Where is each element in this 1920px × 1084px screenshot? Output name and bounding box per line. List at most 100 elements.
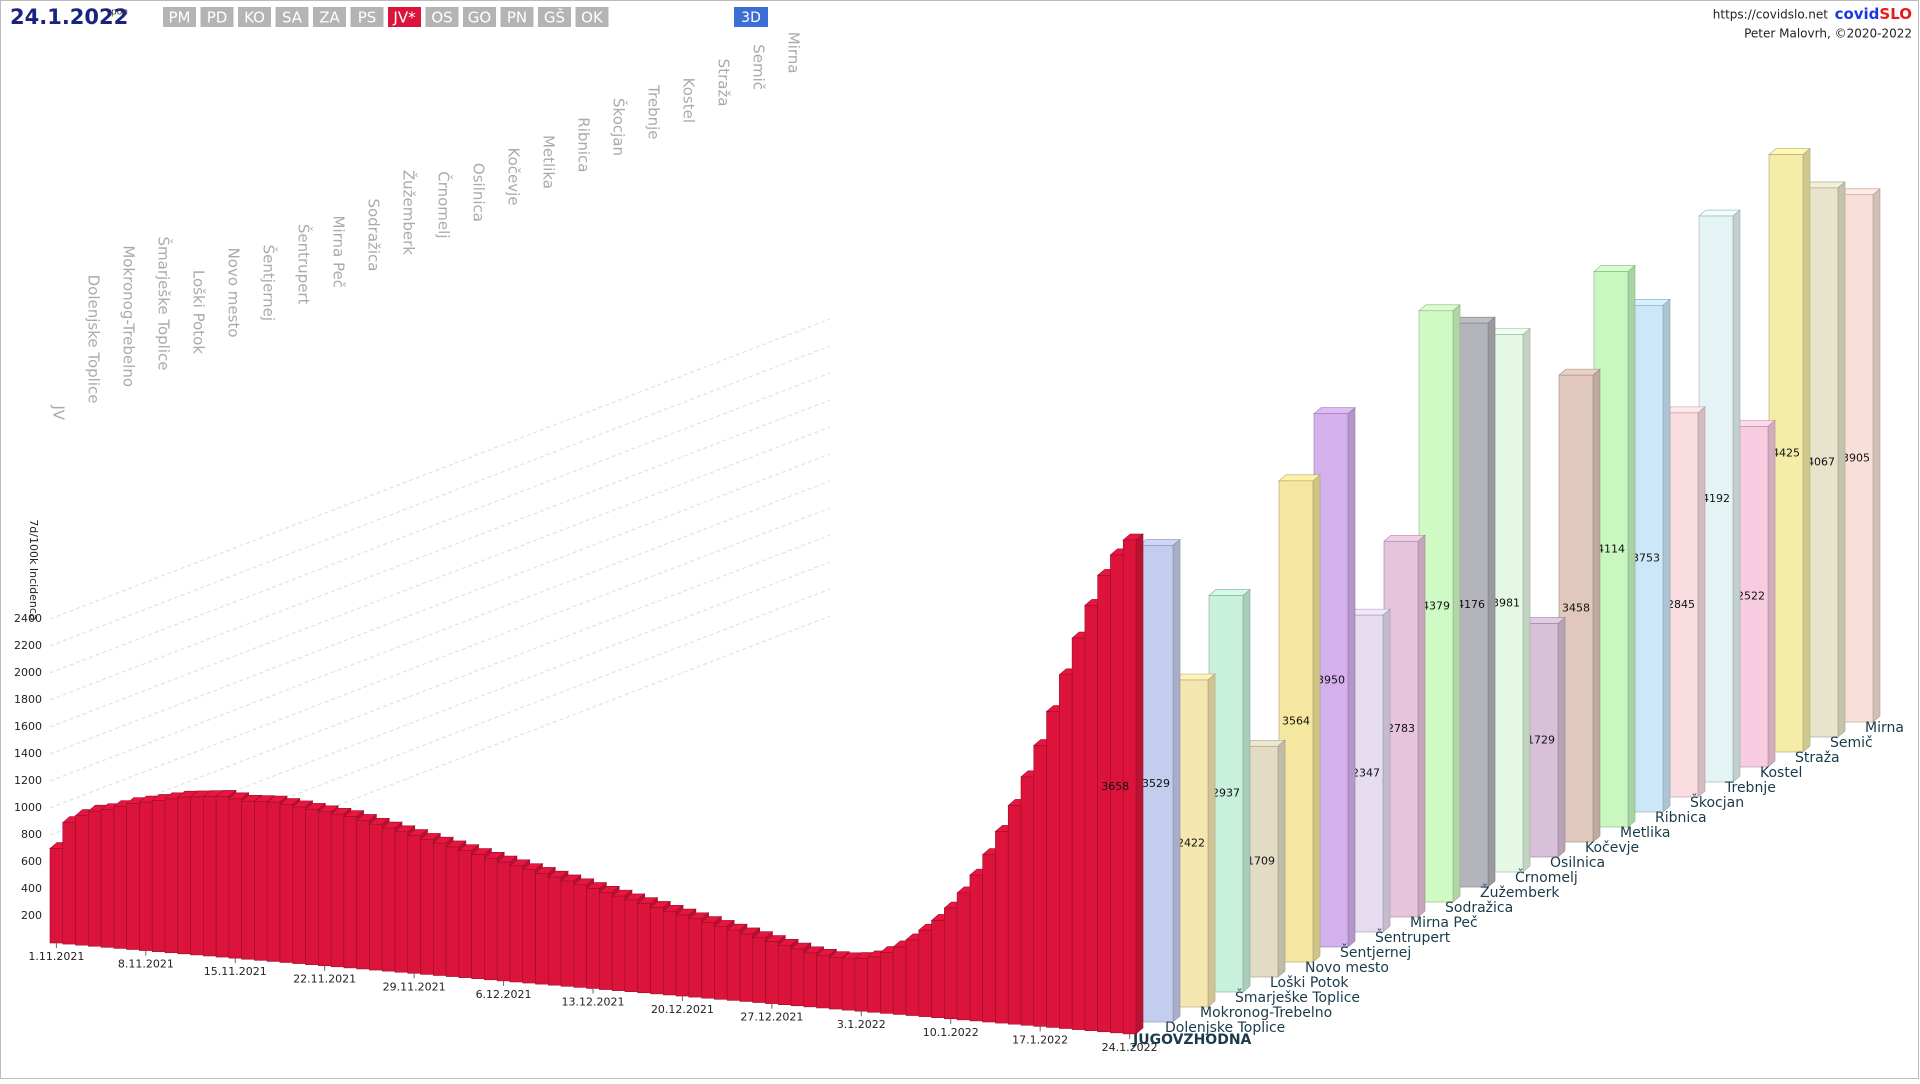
- bar: [841, 958, 856, 1011]
- tab[interactable]: [200, 7, 234, 27]
- bar: [381, 827, 396, 972]
- tab[interactable]: [538, 7, 571, 27]
- tab[interactable]: [350, 7, 384, 27]
- depth-label: Kostel: [1760, 765, 1802, 781]
- depth-label: Semič: [1830, 735, 1873, 751]
- tab-label[interactable]: KO: [244, 9, 265, 27]
- tab[interactable]: [500, 7, 534, 27]
- bar: [164, 798, 179, 954]
- bar: [739, 933, 754, 1002]
- tab[interactable]: [238, 7, 271, 27]
- row-top-label: Šentjernej: [260, 245, 279, 321]
- bar: [496, 861, 511, 982]
- date: 24.1.2022: [10, 5, 128, 29]
- bar: [854, 958, 868, 1012]
- bar: [1059, 674, 1073, 1029]
- depth-label: Dolenjske Toplice: [1165, 1020, 1285, 1036]
- bar: [203, 796, 217, 957]
- bar: [62, 822, 76, 945]
- row-top-label: Mokronog-Trebelno: [120, 245, 138, 387]
- grid-line: [49, 615, 831, 917]
- bar: [829, 957, 843, 1010]
- bar: [394, 831, 409, 973]
- bar: [892, 946, 907, 1015]
- bar: [113, 806, 127, 949]
- x-tick-label: 1.11.2021: [28, 950, 84, 963]
- bar: [547, 876, 562, 986]
- tab[interactable]: [275, 7, 309, 27]
- grid-line: [49, 318, 831, 620]
- row-top-label: Sodražica: [365, 198, 383, 271]
- value-label: 3753: [1632, 552, 1660, 565]
- bar: [49, 848, 64, 944]
- bar: [445, 846, 460, 977]
- bar: [880, 952, 894, 1014]
- grid-line: [49, 588, 831, 890]
- bar: [573, 884, 587, 988]
- bar-side: [1802, 147, 1811, 753]
- bar-side: [1382, 608, 1391, 933]
- grid-line: [49, 507, 831, 809]
- x-tick-label: 3.1.2022: [837, 1018, 886, 1031]
- grid-line: [49, 480, 831, 782]
- tab-label[interactable]: PD: [207, 9, 228, 27]
- view-button-label[interactable]: 3D: [741, 10, 761, 26]
- bar: [956, 892, 971, 1021]
- tab-label[interactable]: JV*: [392, 9, 416, 27]
- tab[interactable]: [388, 7, 421, 27]
- url[interactable]: https://covidslo.net: [1713, 8, 1829, 22]
- depth-label: JUGOVZHODNA: [1132, 1032, 1252, 1048]
- row-top-label: Žužemberk: [400, 170, 419, 255]
- view-button[interactable]: [734, 7, 768, 27]
- y-tick-label: 800: [21, 828, 42, 841]
- bar: [471, 854, 485, 980]
- tab-label[interactable]: OK: [581, 9, 604, 27]
- row-top-label: Kostel: [680, 78, 698, 123]
- depth-label: Loški Potok: [1270, 975, 1349, 991]
- brand-main: covid: [1835, 5, 1880, 23]
- tab-label[interactable]: PN: [507, 9, 527, 27]
- bar: [803, 952, 817, 1008]
- depth-label: Metlika: [1620, 825, 1670, 841]
- tab-label[interactable]: ZA: [319, 9, 340, 27]
- tab[interactable]: [463, 7, 496, 27]
- depth-label: Novo mesto: [1305, 960, 1389, 976]
- tab[interactable]: [163, 7, 196, 27]
- bar: [100, 809, 115, 948]
- depth-label: Mokronog-Trebelno: [1200, 1005, 1332, 1021]
- bar: [266, 801, 281, 962]
- tab[interactable]: [425, 7, 459, 27]
- bar: [139, 801, 153, 951]
- tab-label[interactable]: GO: [468, 9, 491, 27]
- value-label: 4114: [1597, 542, 1625, 555]
- depth-label: Straža: [1795, 750, 1840, 766]
- bar: [305, 809, 319, 965]
- bar: [177, 796, 191, 955]
- value-label: 1729: [1527, 733, 1555, 746]
- tab-label[interactable]: PM: [169, 9, 191, 27]
- x-tick-label: 22.11.2021: [293, 973, 356, 986]
- bar: [1097, 575, 1111, 1033]
- bar: [330, 813, 345, 968]
- tab[interactable]: [575, 7, 609, 27]
- row-top-label: Mirna: [785, 32, 803, 74]
- bar: [867, 956, 881, 1013]
- tab-label[interactable]: SA: [282, 9, 303, 27]
- tab[interactable]: [313, 7, 346, 27]
- bar: [918, 929, 932, 1017]
- tab-label[interactable]: OS: [431, 9, 452, 27]
- y-tick-label: 200: [21, 909, 42, 922]
- brand: covidSLO: [1835, 5, 1912, 23]
- tab-label[interactable]: GŠ: [544, 8, 565, 27]
- bar-side: [1277, 739, 1286, 978]
- row-top-label: Loški Potok: [190, 270, 208, 354]
- x-tick-label: 8.11.2021: [118, 958, 174, 971]
- bar-side: [1557, 616, 1566, 858]
- bar: [228, 798, 242, 959]
- tab-label[interactable]: PS: [358, 9, 377, 27]
- x-tick-label: 27.12.2021: [740, 1011, 803, 1024]
- bar: [944, 907, 958, 1020]
- bar: [675, 914, 690, 997]
- bar: [420, 839, 434, 975]
- bar: [279, 804, 294, 963]
